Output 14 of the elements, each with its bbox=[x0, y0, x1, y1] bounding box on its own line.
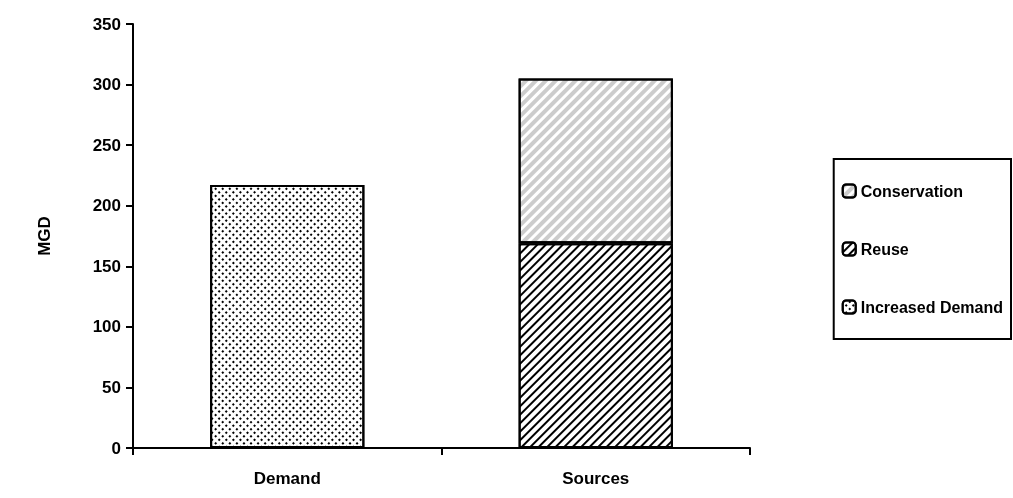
y-tick-label: 200 bbox=[92, 196, 121, 216]
y-tick-label: 350 bbox=[92, 14, 121, 34]
legend-label: Reuse bbox=[860, 240, 909, 258]
x-tick-label: Demand bbox=[253, 469, 321, 488]
legend-label: Increased Demand bbox=[860, 298, 1003, 316]
y-tick-label: 0 bbox=[111, 438, 121, 458]
y-tick-label: 300 bbox=[92, 75, 121, 95]
y-axis-title: MGD bbox=[35, 216, 54, 256]
y-tick-label: 50 bbox=[102, 377, 121, 397]
y-tick-label: 150 bbox=[92, 256, 121, 276]
x-tick-label: Sources bbox=[562, 469, 630, 488]
y-tick-label: 250 bbox=[92, 135, 121, 155]
legend-label: Conservation bbox=[860, 182, 963, 200]
y-tick-label: 100 bbox=[92, 317, 121, 337]
